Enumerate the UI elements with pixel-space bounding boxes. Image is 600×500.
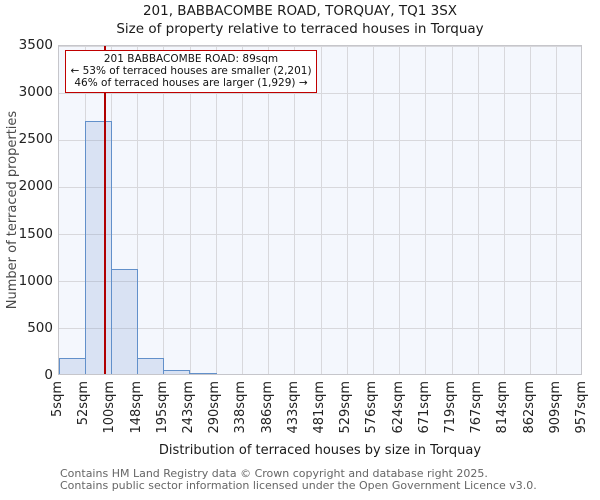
x-tick-label: 909sqm [547, 381, 563, 434]
x-tick-label: 814sqm [495, 381, 511, 434]
y-tick-label: 3500 [18, 37, 53, 53]
y-tick-label: 2000 [18, 178, 53, 195]
x-gridline [215, 46, 217, 374]
x-tick-label: 386sqm [259, 381, 275, 434]
x-gridline [294, 46, 296, 374]
annotation-larger-stat: 46% of terraced houses are larger (1,929… [74, 77, 308, 89]
histogram-bar [58, 357, 86, 374]
x-tick-label: 624sqm [390, 381, 406, 434]
x-gridline [241, 46, 243, 374]
x-tick-label: 195sqm [154, 381, 170, 434]
y-tick-label: 3000 [18, 84, 53, 101]
x-tick-label: 100sqm [102, 381, 118, 434]
x-gridline [477, 46, 479, 374]
y-tick-label: 500 [27, 319, 53, 336]
x-gridline [137, 46, 139, 374]
x-tick-label: 338sqm [233, 381, 249, 434]
y-gridline [59, 234, 581, 236]
x-tick-label: 5sqm [50, 381, 65, 417]
x-gridline [399, 46, 401, 374]
histogram-bar [84, 121, 112, 374]
x-gridline [372, 46, 374, 374]
attribution-line-1: Contains HM Land Registry data © Crown c… [60, 467, 488, 480]
y-tick-label: 2500 [18, 131, 53, 148]
x-gridline [503, 46, 505, 374]
x-tick-label: 529sqm [338, 381, 354, 434]
y-tick-label: 1500 [18, 225, 53, 242]
x-tick-label: 243sqm [181, 381, 196, 434]
attribution-line-2: Contains public sector information licen… [60, 478, 537, 492]
x-tick-label: 290sqm [207, 381, 223, 434]
x-gridline [451, 46, 453, 374]
annotation-property-size: 201 BABBACOMBE ROAD: 89sqm [103, 53, 279, 65]
x-tick-label: 767sqm [469, 381, 485, 434]
x-gridline [268, 46, 270, 374]
y-gridline [59, 139, 581, 141]
x-gridline [320, 46, 322, 374]
x-tick-label: 719sqm [443, 381, 458, 434]
attribution-footer: Contains HM Land Registry data © Crown c… [60, 468, 537, 491]
histogram-bar [189, 372, 217, 374]
property-size-marker-line [104, 46, 107, 374]
y-tick-label: 1000 [18, 272, 53, 289]
x-gridline [346, 46, 348, 374]
x-tick-label: 52sqm [76, 381, 92, 426]
histogram-bar [137, 357, 165, 374]
x-gridline [556, 46, 558, 374]
annotation-smaller-stat: ← 53% of terraced houses are smaller (2,… [70, 65, 312, 77]
histogram-bar [110, 269, 139, 374]
x-tick-label: 576sqm [364, 381, 380, 434]
x-tick-label: 148sqm [128, 381, 144, 434]
histogram-bar [163, 369, 191, 374]
chart-title: 201, BABBACOMBE ROAD, TORQUAY, TQ1 3SX [142, 3, 458, 19]
x-gridline [189, 46, 191, 374]
y-gridline [59, 328, 581, 330]
x-tick-label: 481sqm [312, 381, 327, 434]
x-tick-label: 671sqm [416, 381, 432, 434]
property-annotation-box: 201 BABBACOMBE ROAD: 89sqm ← 53% of terr… [65, 50, 317, 93]
y-gridline [59, 45, 581, 47]
y-gridline [59, 186, 581, 188]
x-tick-label: 433sqm [285, 381, 301, 434]
y-tick-label: 0 [44, 367, 53, 383]
x-gridline [425, 46, 427, 374]
x-gridline [530, 46, 532, 374]
x-tick-label: 862sqm [521, 381, 537, 434]
plot-area [58, 45, 582, 375]
chart-subtitle: Size of property relative to terraced ho… [116, 21, 484, 37]
x-gridline [163, 46, 165, 374]
x-tick-label: 957sqm [574, 381, 589, 434]
x-axis-title: Distribution of terraced houses by size … [158, 443, 482, 458]
y-gridline [59, 281, 581, 283]
y-gridline [59, 92, 581, 94]
